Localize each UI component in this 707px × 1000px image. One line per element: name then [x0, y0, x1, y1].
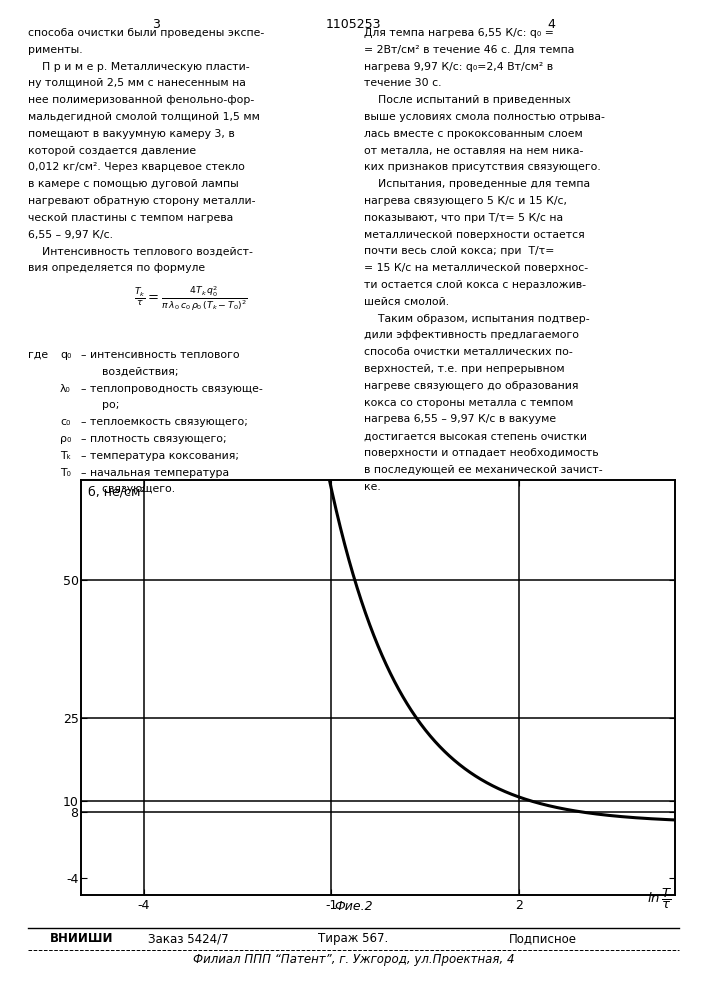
Text: воздействия;: воздействия;	[81, 367, 179, 377]
Text: Фие.2: Фие.2	[334, 900, 373, 913]
Text: – температура коксования;: – температура коксования;	[81, 451, 239, 461]
Text: – теплопроводность связующе-: – теплопроводность связующе-	[81, 384, 263, 394]
Text: 4: 4	[547, 18, 556, 31]
Text: нагреве связующего до образования: нагреве связующего до образования	[364, 381, 578, 391]
Text: 6,55 – 9,97 К/с.: 6,55 – 9,97 К/с.	[28, 230, 113, 240]
Text: ти остается слой кокса с неразложив-: ти остается слой кокса с неразложив-	[364, 280, 586, 290]
Text: – плотность связующего;: – плотность связующего;	[81, 434, 227, 444]
Text: 1105253: 1105253	[326, 18, 381, 31]
Text: – теплоемкость связующего;: – теплоемкость связующего;	[81, 417, 248, 427]
Text: шейся смолой.: шейся смолой.	[364, 297, 449, 307]
Text: λ₀: λ₀	[60, 384, 71, 394]
Text: металлической поверхности остается: металлической поверхности остается	[364, 230, 585, 240]
Text: течение 30 с.: течение 30 с.	[364, 78, 442, 88]
Text: q₀: q₀	[60, 350, 71, 360]
Text: Для темпа нагрева 6,55 К/с: q₀ =: Для темпа нагрева 6,55 К/с: q₀ =	[364, 28, 554, 38]
Text: Тираж 567.: Тираж 567.	[318, 932, 389, 945]
Text: После испытаний в приведенных: После испытаний в приведенных	[364, 95, 571, 105]
Text: нагрева 6,55 – 9,97 К/с в вакууме: нагрева 6,55 – 9,97 К/с в вакууме	[364, 414, 556, 424]
Text: Подписное: Подписное	[509, 932, 577, 945]
Text: верхностей, т.е. при непрерывном: верхностей, т.е. при непрерывном	[364, 364, 565, 374]
Text: достигается высокая степень очистки: достигается высокая степень очистки	[364, 431, 587, 441]
Text: поверхности и отпадает необходимость: поверхности и отпадает необходимость	[364, 448, 599, 458]
Text: в камере с помощью дуговой лампы: в камере с помощью дуговой лампы	[28, 179, 239, 189]
Text: ρ₀: ρ₀	[60, 434, 71, 444]
Text: в последующей ее механической зачист-: в последующей ее механической зачист-	[364, 465, 603, 475]
Text: нее полимеризованной фенольно-фор-: нее полимеризованной фенольно-фор-	[28, 95, 255, 105]
Text: П р и м е р. Металлическую пласти-: П р и м е р. Металлическую пласти-	[28, 62, 250, 72]
Text: ческой пластины с темпом нагрева: ческой пластины с темпом нагрева	[28, 213, 233, 223]
Text: – интенсивность теплового: – интенсивность теплового	[81, 350, 240, 360]
Text: ВНИИШИ: ВНИИШИ	[49, 932, 113, 945]
Text: Tₖ: Tₖ	[60, 451, 71, 461]
Text: Филиал ППП “Патент”, г. Ужгород, ул.Проектная, 4: Филиал ППП “Патент”, г. Ужгород, ул.Прое…	[193, 953, 514, 966]
Text: 3: 3	[151, 18, 160, 31]
Text: помещают в вакуумную камеру 3, в: помещают в вакуумную камеру 3, в	[28, 129, 235, 139]
Text: лась вместе с прококсованным слоем: лась вместе с прококсованным слоем	[364, 129, 583, 139]
Text: = 2Вт/см² в течение 46 с. Для темпа: = 2Вт/см² в течение 46 с. Для темпа	[364, 45, 581, 55]
Text: $ln\,\dfrac{T}{\tau}$: $ln\,\dfrac{T}{\tau}$	[647, 887, 672, 911]
Text: рименты.: рименты.	[28, 45, 83, 55]
Text: способа очистки были проведены экспе-: способа очистки были проведены экспе-	[28, 28, 264, 38]
Text: кокса со стороны металла с темпом: кокса со стороны металла с темпом	[364, 398, 573, 408]
Text: Заказ 5424/7: Заказ 5424/7	[148, 932, 229, 945]
Text: ро;: ро;	[81, 400, 119, 410]
Text: ке.: ке.	[364, 482, 381, 492]
Text: способа очистки металлических по-: способа очистки металлических по-	[364, 347, 573, 357]
Text: связующего.: связующего.	[81, 484, 175, 494]
Text: нагрева 9,97 К/с: q₀=2,4 Вт/см² в: нагрева 9,97 К/с: q₀=2,4 Вт/см² в	[364, 62, 554, 72]
Text: выше условиях смола полностью отрыва-: выше условиях смола полностью отрыва-	[364, 112, 605, 122]
Text: = 15 К/с на металлической поверхнос-: = 15 К/с на металлической поверхнос-	[364, 263, 588, 273]
Text: Испытания, проведенные для темпа: Испытания, проведенные для темпа	[364, 179, 590, 189]
Text: б, не/см²: б, не/см²	[88, 486, 145, 499]
Text: от металла, не оставляя на нем ника-: от металла, не оставляя на нем ника-	[364, 146, 583, 156]
Text: где: где	[28, 350, 48, 360]
Text: нагрева связующего 5 К/с и 15 К/с,: нагрева связующего 5 К/с и 15 К/с,	[364, 196, 567, 206]
Text: которой создается давление: которой создается давление	[28, 146, 197, 156]
Text: мальдегидной смолой толщиной 1,5 мм: мальдегидной смолой толщиной 1,5 мм	[28, 112, 260, 122]
Text: почти весь слой кокса; при  T/τ=: почти весь слой кокса; при T/τ=	[364, 246, 554, 256]
Text: Интенсивность теплового воздейст-: Интенсивность теплового воздейст-	[28, 246, 253, 256]
Text: 0,012 кг/см². Через кварцевое стекло: 0,012 кг/см². Через кварцевое стекло	[28, 162, 245, 172]
Text: T₀: T₀	[60, 468, 71, 478]
Text: ких признаков присутствия связующего.: ких признаков присутствия связующего.	[364, 162, 601, 172]
Text: $\frac{T_k}{\tau} = \frac{4T_k\,q_0^2}{\pi\,\lambda_0\,c_0\,\rho_0\,(T_k - T_0)^: $\frac{T_k}{\tau} = \frac{4T_k\,q_0^2}{\…	[134, 285, 247, 313]
Text: показывают, что при T/τ= 5 К/с на: показывают, что при T/τ= 5 К/с на	[364, 213, 563, 223]
Text: Таким образом, испытания подтвер-: Таким образом, испытания подтвер-	[364, 314, 590, 324]
Text: c₀: c₀	[60, 417, 71, 427]
Text: дили эффективность предлагаемого: дили эффективность предлагаемого	[364, 330, 579, 340]
Text: ну толщиной 2,5 мм с нанесенным на: ну толщиной 2,5 мм с нанесенным на	[28, 78, 246, 88]
Text: – начальная температура: – начальная температура	[81, 468, 230, 478]
Text: вия определяется по формуле: вия определяется по формуле	[28, 263, 206, 273]
Text: нагревают обратную сторону металли-: нагревают обратную сторону металли-	[28, 196, 256, 206]
